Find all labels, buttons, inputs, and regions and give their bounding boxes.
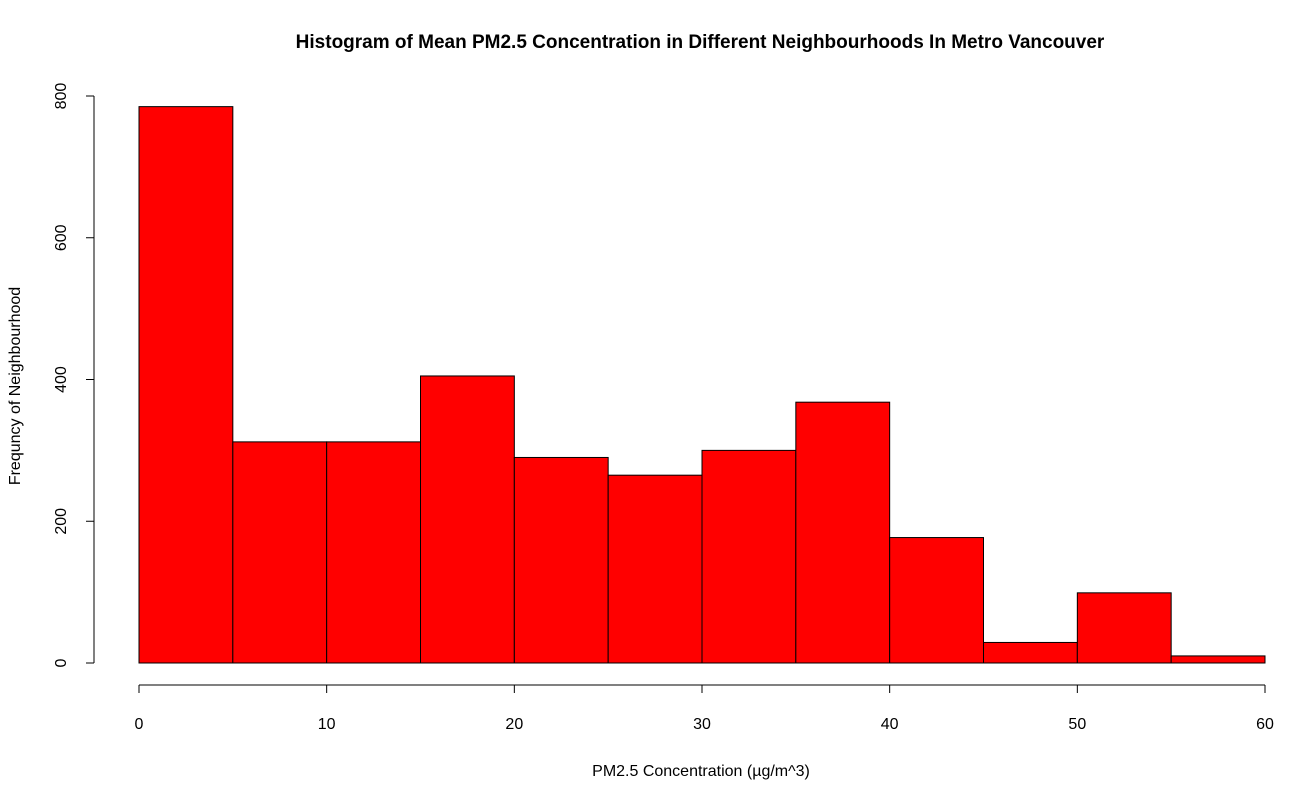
histogram-bar-3 (420, 375, 515, 664)
y-axis-label: Frequncy of Neighbourhood (7, 287, 24, 485)
histogram-bar-4 (513, 456, 609, 664)
x-tick-label: 50 (1068, 716, 1086, 733)
histogram-bar-2 (326, 441, 421, 664)
x-tick-label: 30 (693, 716, 711, 733)
histogram-bar-8 (889, 537, 985, 664)
y-tick-label: 200 (53, 508, 70, 535)
y-axis: 0 200 400 600 800 (53, 83, 95, 667)
histogram-bar-6 (701, 449, 797, 664)
y-tick-label: 600 (53, 224, 70, 251)
histogram-bar-5 (607, 474, 703, 664)
x-tick-label: 40 (881, 716, 899, 733)
x-tick-label: 20 (505, 716, 523, 733)
x-axis-label: PM2.5 Concentration (µg/m^3) (592, 763, 810, 780)
x-tick-label: 0 (135, 716, 144, 733)
x-tick-label: 60 (1256, 716, 1274, 733)
histogram-bar-7 (795, 401, 891, 664)
histogram-bar-0 (138, 106, 234, 664)
x-axis: 0 10 20 30 40 50 60 (135, 684, 1274, 733)
histogram-bar-11 (1170, 655, 1266, 664)
bars-layer (138, 106, 1266, 664)
y-tick-label: 800 (53, 83, 70, 110)
histogram-bar-1 (232, 441, 328, 664)
y-tick-label: 0 (53, 658, 70, 667)
x-tick-label: 10 (318, 716, 336, 733)
y-tick-label: 400 (53, 366, 70, 393)
chart-title: Histogram of Mean PM2.5 Concentration in… (296, 32, 1105, 53)
histogram-bar-9 (983, 641, 1078, 664)
histogram-bar-10 (1076, 592, 1172, 664)
